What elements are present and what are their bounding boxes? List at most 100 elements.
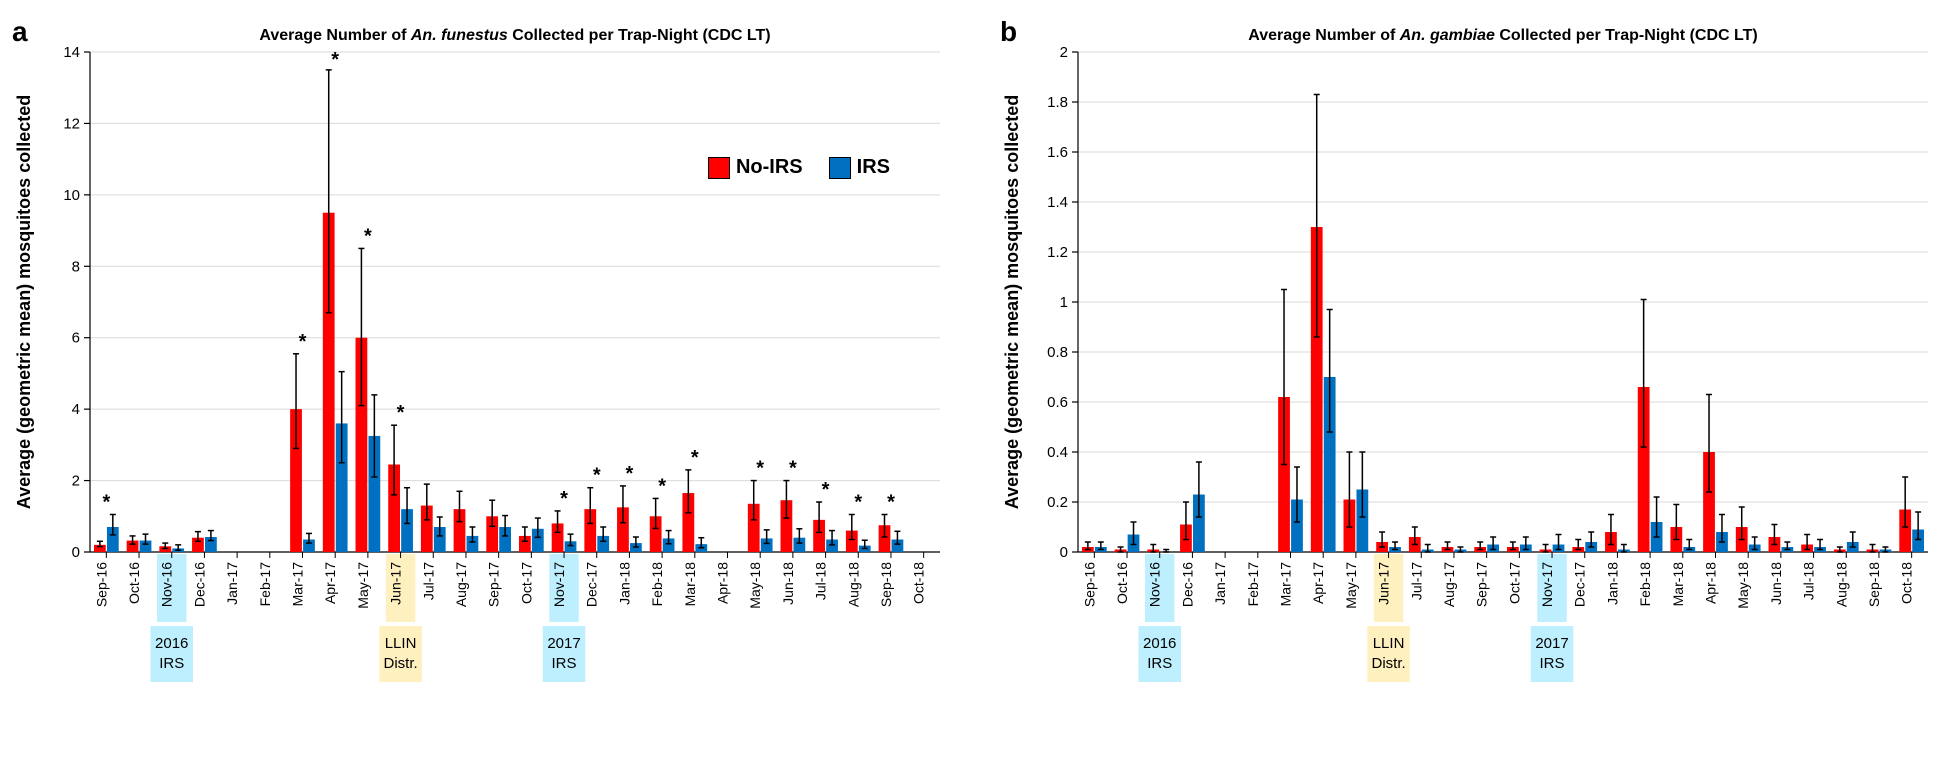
significance-marker: * bbox=[299, 331, 307, 353]
intervention-label: IRS bbox=[1540, 655, 1565, 672]
x-tick-label: Jul-18 bbox=[1801, 562, 1817, 600]
intervention-label: IRS bbox=[552, 655, 577, 672]
x-tick-label: Feb-18 bbox=[1637, 562, 1653, 607]
x-tick-label: Sep-18 bbox=[1866, 562, 1882, 607]
x-tick-label: Mar-18 bbox=[1670, 562, 1686, 607]
x-tick-label: Jul-17 bbox=[420, 562, 436, 600]
y-tick-label: 8 bbox=[72, 258, 80, 275]
x-tick-label: May-18 bbox=[747, 562, 763, 609]
x-tick-label: Sep-17 bbox=[1474, 562, 1490, 607]
x-tick-label: Jun-18 bbox=[780, 562, 796, 605]
x-tick-label: Nov-16 bbox=[159, 562, 175, 607]
legend-item: No-IRS bbox=[708, 156, 803, 179]
x-tick-label: Aug-17 bbox=[453, 562, 469, 607]
intervention-label: Distr. bbox=[1371, 655, 1405, 672]
x-tick-label: Apr-17 bbox=[1310, 562, 1326, 604]
x-tick-label: May-17 bbox=[355, 562, 371, 609]
intervention-label: LLIN bbox=[385, 635, 417, 652]
chart-panel-a: a Average Number of An. funestus Collect… bbox=[12, 16, 960, 724]
significance-marker: * bbox=[364, 225, 372, 247]
x-tick-label: Jun-18 bbox=[1768, 562, 1784, 605]
x-tick-label: Dec-17 bbox=[584, 562, 600, 607]
intervention-label: IRS bbox=[159, 655, 184, 672]
y-tick-label: 2 bbox=[1060, 44, 1068, 61]
panel-letter-a: a bbox=[12, 16, 28, 48]
x-tick-label: Oct-17 bbox=[1506, 562, 1522, 604]
x-tick-label: Sep-18 bbox=[878, 562, 894, 607]
x-tick-label: Nov-16 bbox=[1147, 562, 1163, 607]
x-tick-label: Mar-18 bbox=[682, 562, 698, 607]
panel-letter-b: b bbox=[1000, 16, 1017, 48]
y-axis-label: Average (geometric mean) mosquitoes coll… bbox=[1002, 95, 1022, 509]
y-tick-label: 0.2 bbox=[1047, 494, 1068, 511]
x-tick-label: Jun-17 bbox=[1376, 562, 1392, 605]
x-tick-label: Jul-18 bbox=[813, 562, 829, 600]
x-tick-label: Apr-18 bbox=[1703, 562, 1719, 604]
significance-marker: * bbox=[560, 488, 568, 510]
x-tick-label: Oct-16 bbox=[126, 562, 142, 604]
intervention-label: 2017 bbox=[547, 635, 580, 652]
significance-marker: * bbox=[102, 492, 110, 514]
x-tick-label: Jan-18 bbox=[616, 562, 632, 605]
chart-svg-b: Average Number of An. gambiae Collected … bbox=[1000, 16, 1948, 724]
x-tick-label: Jan-17 bbox=[224, 562, 240, 605]
chart-title-a: Average Number of An. funestus Collected… bbox=[259, 27, 770, 44]
x-tick-label: May-18 bbox=[1735, 562, 1751, 609]
x-tick-label: Apr-17 bbox=[322, 562, 338, 604]
x-tick-label: Aug-18 bbox=[1833, 562, 1849, 607]
y-tick-label: 1.2 bbox=[1047, 244, 1068, 261]
x-tick-label: Sep-16 bbox=[1081, 562, 1097, 607]
x-tick-label: Dec-16 bbox=[191, 562, 207, 607]
x-tick-label: Nov-17 bbox=[1539, 562, 1555, 607]
legend-item: IRS bbox=[829, 156, 890, 179]
y-tick-label: 12 bbox=[63, 115, 80, 132]
y-axis-label: Average (geometric mean) mosquitoes coll… bbox=[14, 95, 34, 509]
chart-panel-b: b Average Number of An. gambiae Collecte… bbox=[1000, 16, 1948, 724]
y-tick-label: 0 bbox=[72, 544, 80, 561]
significance-marker: * bbox=[887, 492, 895, 514]
y-tick-label: 14 bbox=[63, 44, 80, 61]
intervention-label: IRS bbox=[1147, 655, 1172, 672]
x-tick-label: Feb-18 bbox=[649, 562, 665, 607]
legend-swatch bbox=[708, 157, 730, 179]
significance-marker: * bbox=[331, 49, 339, 71]
y-tick-label: 0.4 bbox=[1047, 444, 1068, 461]
x-tick-label: Dec-16 bbox=[1179, 562, 1195, 607]
intervention-label: 2017 bbox=[1535, 635, 1568, 652]
y-tick-label: 0 bbox=[1060, 544, 1068, 561]
legend-swatch bbox=[829, 157, 851, 179]
y-tick-label: 0.6 bbox=[1047, 394, 1068, 411]
x-tick-label: Jan-18 bbox=[1604, 562, 1620, 605]
y-tick-label: 1 bbox=[1060, 294, 1068, 311]
significance-marker: * bbox=[626, 463, 634, 485]
x-tick-label: Aug-17 bbox=[1441, 562, 1457, 607]
legend: No-IRS IRS bbox=[708, 156, 890, 179]
intervention-label: 2016 bbox=[1143, 635, 1176, 652]
intervention-label: Distr. bbox=[383, 655, 417, 672]
legend-label: IRS bbox=[857, 156, 890, 179]
y-tick-label: 1.8 bbox=[1047, 94, 1068, 111]
x-tick-label: Apr-18 bbox=[715, 562, 731, 604]
significance-marker: * bbox=[854, 492, 862, 514]
significance-marker: * bbox=[789, 458, 797, 480]
x-tick-label: Dec-17 bbox=[1572, 562, 1588, 607]
x-tick-label: Mar-17 bbox=[290, 562, 306, 607]
significance-marker: * bbox=[658, 475, 666, 497]
significance-marker: * bbox=[822, 479, 830, 501]
significance-marker: * bbox=[593, 465, 601, 487]
y-tick-label: 4 bbox=[72, 401, 80, 418]
x-tick-label: Feb-17 bbox=[257, 562, 273, 607]
significance-marker: * bbox=[397, 402, 405, 424]
significance-marker: * bbox=[756, 458, 764, 480]
x-tick-label: May-17 bbox=[1343, 562, 1359, 609]
chart-svg-a: Average Number of An. funestus Collected… bbox=[12, 16, 960, 724]
x-tick-label: Oct-16 bbox=[1114, 562, 1130, 604]
x-tick-label: Oct-18 bbox=[911, 562, 927, 604]
y-tick-label: 1.4 bbox=[1047, 194, 1068, 211]
x-tick-label: Sep-16 bbox=[93, 562, 109, 607]
chart-title-b: Average Number of An. gambiae Collected … bbox=[1248, 27, 1757, 44]
significance-marker: * bbox=[691, 447, 699, 469]
x-tick-label: Oct-17 bbox=[518, 562, 534, 604]
x-tick-label: Oct-18 bbox=[1899, 562, 1915, 604]
x-tick-label: Mar-17 bbox=[1278, 562, 1294, 607]
